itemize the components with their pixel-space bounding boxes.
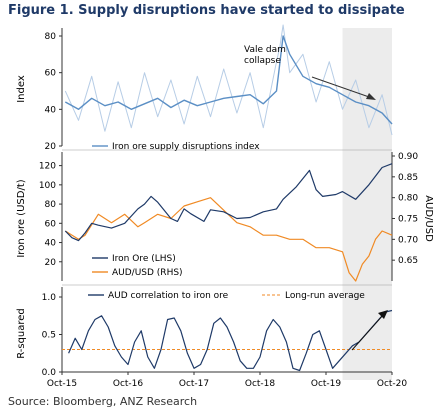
panel3-y-tick-label: 1.0 bbox=[42, 293, 57, 303]
annotation-vale-dam: Vale dam bbox=[244, 45, 286, 55]
panel3-arrow-line bbox=[351, 313, 385, 351]
panel3-y-tick-label: 0.5 bbox=[42, 331, 56, 341]
panel1-series-index bbox=[64, 35, 393, 125]
panel1-y-tick-label: 20 bbox=[45, 142, 57, 152]
panel2-y-tick-label-left: 40 bbox=[45, 239, 57, 249]
panel3-arrow-head bbox=[378, 310, 388, 319]
panel3-series-correlation bbox=[68, 309, 393, 372]
panel3-y-label: R-squared bbox=[16, 308, 27, 359]
x-tick-label: Oct-16 bbox=[113, 379, 144, 389]
panel3-y-tick-label: 0.0 bbox=[42, 368, 57, 378]
panel1-y-tick-label: 40 bbox=[45, 105, 57, 115]
x-tick-label: Oct-20 bbox=[377, 379, 408, 389]
panel2-legend-label: Iron Ore (LHS) bbox=[112, 254, 176, 264]
panel2-y-label-right: AUD/USD bbox=[423, 195, 434, 242]
panel1-y-label: Index bbox=[16, 75, 27, 103]
figure-title: Figure 1. Supply disruptions have starte… bbox=[8, 3, 405, 18]
annotation-arrow-line bbox=[311, 76, 373, 99]
panel2-y-tick-label-right: 0.70 bbox=[398, 235, 418, 245]
panel2-y-tick-label-right: 0.85 bbox=[398, 173, 418, 183]
panel3-legend-label: Long-run average bbox=[285, 291, 365, 301]
panel2-y-tick-label-left: 120 bbox=[39, 162, 56, 172]
panel1-y-tick-label: 60 bbox=[45, 69, 57, 79]
panel1-y-tick-label: 80 bbox=[45, 32, 57, 42]
panel2-y-tick-label-left: 100 bbox=[39, 181, 56, 191]
panel1-legend-label: Iron ore supply disruptions index bbox=[112, 142, 260, 152]
shaded-region bbox=[342, 28, 392, 380]
x-tick-label: Oct-15 bbox=[47, 379, 77, 389]
annotation-vale-dam: collapse bbox=[244, 56, 281, 66]
x-tick-label: Oct-19 bbox=[311, 379, 342, 389]
panel2-y-tick-label-right: 0.80 bbox=[398, 194, 418, 204]
panel2-y-tick-label-right: 0.90 bbox=[398, 152, 418, 162]
panel2-series-audusd bbox=[64, 197, 393, 282]
panel2-y-tick-label-right: 0.75 bbox=[398, 215, 418, 225]
panel2-series-iron-ore bbox=[64, 163, 393, 242]
panel3-legend-label: AUD correlation to iron ore bbox=[108, 291, 229, 301]
panel2-y-tick-label-left: 60 bbox=[45, 219, 57, 229]
annotation-arrow-head bbox=[366, 93, 376, 100]
panel2-y-tick-label-right: 0.65 bbox=[398, 256, 418, 266]
panel2-y-label-left: Iron ore (USD/t) bbox=[16, 179, 27, 257]
panel2-y-tick-label-left: 20 bbox=[45, 258, 57, 268]
panel2-legend-label: AUD/USD (RHS) bbox=[112, 268, 183, 278]
panel2-y-tick-label-left: 80 bbox=[45, 200, 57, 210]
x-tick-label: Oct-18 bbox=[245, 379, 276, 389]
source-note: Source: Bloomberg, ANZ Research bbox=[8, 395, 198, 408]
x-tick-label: Oct-17 bbox=[179, 379, 209, 389]
